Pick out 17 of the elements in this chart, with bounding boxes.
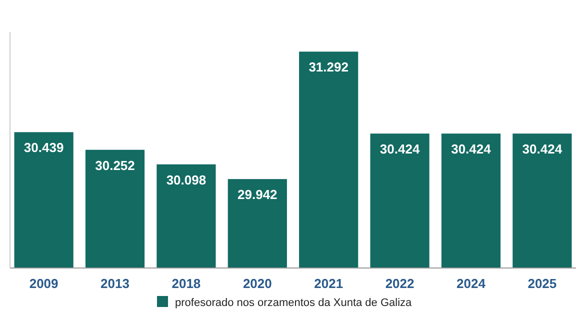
data-label: 30.098 (166, 172, 206, 188)
data-label: 30.424 (451, 142, 492, 157)
legend-label: profesorado nos orzamentos da Xunta de Galiza (175, 297, 413, 309)
data-label: 29.942 (238, 187, 278, 202)
x-tick-label: 2009 (29, 276, 58, 291)
x-tick-label: 2018 (172, 276, 201, 291)
x-tick-label: 2024 (456, 276, 486, 291)
data-label: 30.424 (380, 142, 420, 157)
x-tick-label: 2021 (314, 276, 344, 291)
x-tick-label: 2013 (100, 276, 130, 291)
x-tick-label: 2025 (528, 276, 557, 291)
data-label: 30.439 (24, 140, 64, 156)
data-label: 30.424 (522, 142, 563, 157)
x-tick-label: 2020 (242, 276, 272, 291)
data-label: 30.252 (95, 158, 135, 173)
data-label: 31.292 (308, 60, 348, 75)
x-tick-label: 2022 (385, 276, 414, 291)
